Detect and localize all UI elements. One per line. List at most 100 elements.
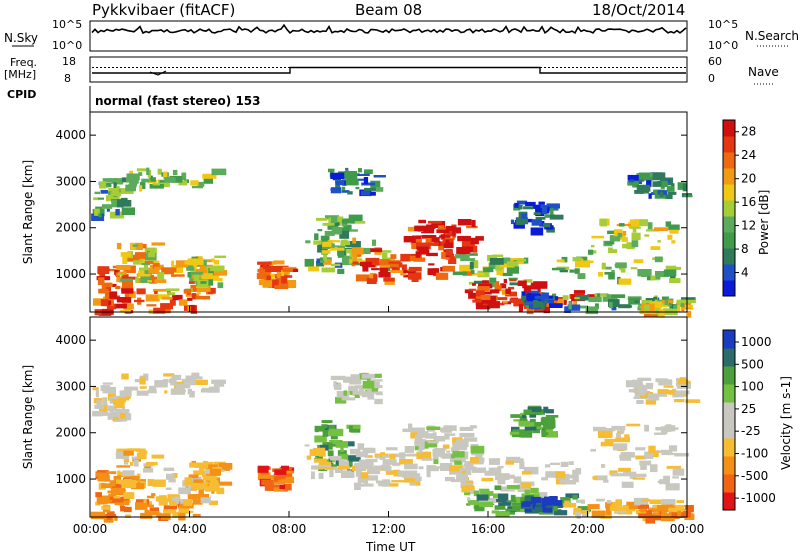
echo-cell	[365, 447, 374, 452]
echo-cell	[663, 385, 674, 388]
echo-cell	[509, 279, 517, 282]
echo-cell	[496, 281, 500, 288]
colorbar-swatch	[723, 264, 735, 281]
echo-cell	[120, 413, 126, 419]
echo-cell	[456, 474, 468, 482]
echo-cell	[478, 501, 493, 507]
echo-cell	[503, 278, 507, 284]
echo-cell	[622, 504, 636, 512]
echo-cell	[308, 266, 320, 272]
echo-cell	[502, 300, 508, 304]
echo-cell	[102, 397, 108, 406]
echo-cell	[404, 454, 420, 457]
echo-cell	[426, 465, 436, 471]
echo-cell	[475, 236, 484, 241]
echo-cell	[684, 304, 693, 308]
colorbar-swatch	[723, 152, 735, 169]
echo-cell	[118, 271, 127, 275]
echo-cell	[191, 185, 203, 189]
echo-cell	[680, 301, 688, 307]
echo-cell	[408, 266, 422, 272]
echo-cell	[523, 409, 532, 416]
echo-cell	[635, 455, 647, 460]
echo-cell	[205, 485, 213, 492]
echo-cell	[563, 474, 576, 479]
echo-cell	[314, 425, 325, 432]
echo-cell	[617, 473, 630, 477]
echo-cell	[545, 471, 559, 478]
echo-cell	[663, 475, 670, 484]
echo-cell	[345, 179, 359, 186]
echo-cell	[273, 260, 285, 265]
echo-cell	[373, 465, 386, 470]
echo-cell	[114, 516, 118, 521]
echo-cell	[391, 266, 400, 273]
colorbar-swatch	[723, 232, 735, 249]
echo-cell	[519, 422, 535, 427]
echo-cell	[497, 478, 506, 485]
echo-cell	[391, 480, 406, 483]
echo-cell	[187, 258, 196, 266]
echo-cell	[151, 242, 166, 246]
echo-cell	[167, 289, 171, 294]
echo-cell	[674, 399, 685, 403]
echo-cell	[211, 379, 226, 384]
echo-cell	[392, 462, 401, 466]
echo-cell	[370, 379, 383, 382]
echo-cell	[270, 480, 285, 485]
echo-cell	[124, 506, 132, 513]
echo-cell	[366, 277, 377, 284]
echo-cell	[364, 169, 373, 175]
echo-cell	[471, 467, 486, 473]
echo-cell	[572, 257, 582, 262]
echo-cell	[178, 180, 188, 186]
echo-cell	[406, 473, 421, 482]
echo-cell	[525, 294, 534, 298]
echo-cell	[636, 399, 644, 404]
echo-cell	[348, 460, 353, 467]
echo-cell	[468, 281, 474, 285]
echo-cell	[618, 278, 632, 285]
echo-cell	[144, 261, 154, 264]
echo-cell	[614, 506, 626, 514]
echo-cell	[93, 197, 99, 201]
echo-cell	[382, 455, 391, 458]
echo-cell	[547, 500, 563, 506]
echo-cell	[517, 280, 527, 286]
echo-cell	[507, 500, 517, 503]
echo-cell	[350, 426, 361, 433]
echo-cell	[490, 282, 497, 288]
echo-cell	[591, 245, 595, 248]
echo-cell	[654, 256, 663, 263]
echo-cell	[549, 214, 564, 220]
echo-cell	[305, 240, 311, 244]
echo-cell	[573, 507, 582, 512]
y-axis-label: Slant Range [km]	[21, 160, 35, 264]
echo-cell	[447, 242, 454, 246]
echo-cell	[330, 433, 338, 440]
echo-cell	[209, 386, 214, 392]
echo-cell	[568, 301, 572, 310]
echo-cell	[479, 488, 490, 495]
echo-cell	[521, 482, 532, 489]
echo-cell	[452, 451, 465, 459]
echo-cell	[464, 289, 474, 294]
colorbar-tick-label: 16	[741, 195, 756, 209]
echo-cell	[408, 272, 422, 280]
echo-cell	[684, 505, 694, 513]
echo-cell	[449, 255, 454, 262]
echo-cell	[265, 266, 279, 272]
echo-cell	[573, 290, 585, 294]
echo-cell	[318, 461, 332, 468]
echo-cell	[661, 449, 673, 456]
echo-cell	[482, 280, 488, 283]
echo-cell	[355, 274, 370, 282]
echo-cell	[524, 495, 534, 502]
colorbar-swatch	[723, 184, 735, 201]
echo-cell	[367, 392, 375, 400]
echo-cell	[655, 378, 668, 383]
echo-cell	[655, 271, 670, 278]
echo-cell	[333, 381, 337, 386]
echo-cell	[552, 267, 566, 271]
echo-cell	[311, 471, 315, 480]
